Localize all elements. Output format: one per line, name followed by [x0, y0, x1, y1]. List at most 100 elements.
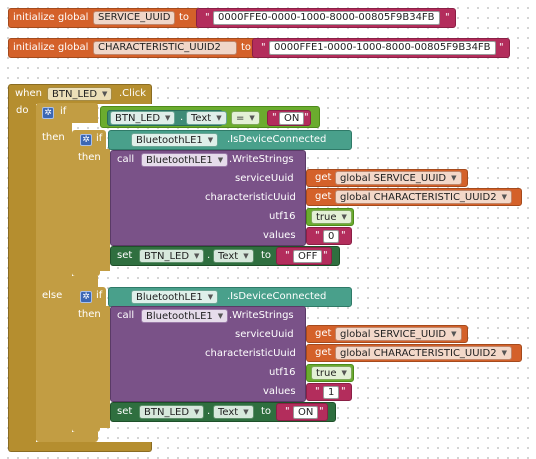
property-label: .IsDeviceConnected — [227, 291, 327, 302]
set-label: set — [117, 250, 133, 261]
method-label: .WriteStrings — [229, 154, 294, 165]
get-label: get — [315, 328, 332, 339]
get-service-uuid-1[interactable]: get global SERVICE_UUID ▼ — [306, 169, 468, 187]
set-component-dropdown[interactable]: BTN_LED ▼ — [139, 249, 205, 263]
arg-utf16-label: utf16 — [269, 211, 296, 222]
operator-dropdown[interactable]: = ▼ — [231, 111, 260, 125]
quote-close: " — [499, 42, 504, 53]
quote-open: " — [315, 230, 320, 241]
get-variable-dropdown[interactable]: global SERVICE_UUID ▼ — [335, 171, 462, 185]
get-label: get — [315, 191, 332, 202]
dot-label: . — [207, 406, 211, 417]
bluetooth-component-dropdown[interactable]: BluetoothLE1 ▼ — [131, 290, 219, 304]
on-value[interactable]: ON — [279, 112, 305, 125]
quote-close: " — [319, 406, 324, 417]
global-characteristic-uuid2-block[interactable]: initialize global CHARACTERISTIC_UUID2 t… — [8, 38, 262, 58]
characteristic-uuid-text-block[interactable]: " 0000FFE1-0000-1000-8000-00805F9B34FB " — [252, 38, 510, 58]
else-label: else — [42, 290, 63, 301]
btn-led-text-getter[interactable]: BTN_LED ▼ . Text ▼ — [107, 110, 227, 126]
set-property-dropdown[interactable]: Text ▼ — [213, 249, 254, 263]
on-text-block[interactable]: " ON " — [267, 110, 311, 126]
if-label: if — [96, 133, 103, 144]
write-strings-call-2[interactable]: call BluetoothLE1 ▼ .WriteStrings service… — [110, 306, 306, 402]
initialize-global-label: initialize global — [13, 42, 89, 53]
call-component-dropdown[interactable]: BluetoothLE1 ▼ — [141, 153, 229, 167]
to-label: to — [261, 250, 272, 261]
when-label: when — [15, 88, 43, 99]
then-label: then — [78, 152, 101, 163]
event-name-label: .Click — [119, 88, 147, 99]
mutator-gear-icon[interactable]: ✲ — [80, 291, 92, 303]
then-label: then — [78, 309, 101, 320]
is-device-connected-block-1[interactable]: BluetoothLE1 ▼ .IsDeviceConnected — [108, 130, 352, 150]
to-label: to — [241, 42, 252, 53]
quote-close: " — [323, 250, 328, 261]
event-left-rail — [8, 103, 36, 445]
get-variable-dropdown[interactable]: global CHARACTERISTIC_UUID2 ▼ — [335, 346, 512, 360]
event-component-dropdown[interactable]: BTN_LED ▼ — [47, 87, 113, 101]
values-field[interactable]: 1 — [323, 386, 340, 399]
get-variable-dropdown[interactable]: global CHARACTERISTIC_UUID2 ▼ — [335, 190, 512, 204]
off-value[interactable]: OFF — [293, 250, 323, 263]
getter-component-dropdown[interactable]: BTN_LED ▼ — [110, 111, 176, 125]
values-text-block-2[interactable]: " 1 " — [306, 383, 352, 401]
is-device-connected-block-2[interactable]: BluetoothLE1 ▼ .IsDeviceConnected — [108, 287, 352, 307]
if-label: if — [96, 290, 103, 301]
values-field[interactable]: 0 — [323, 230, 340, 243]
inner-if-cap-2 — [72, 422, 100, 432]
service-uuid-value[interactable]: 0000FFE0-0000-1000-8000-00805F9B34FB — [213, 11, 440, 25]
write-strings-call-1[interactable]: call BluetoothLE1 ▼ .WriteStrings service… — [110, 150, 306, 246]
inner-if-rail-1 — [72, 149, 110, 271]
get-variable-dropdown[interactable]: global SERVICE_UUID ▼ — [335, 327, 462, 341]
to-label: to — [261, 406, 272, 417]
dot-label: . — [207, 250, 211, 261]
if-label: if — [60, 106, 67, 117]
utf16-true-block-1[interactable]: true ▼ — [306, 208, 354, 226]
quote-open: " — [272, 112, 277, 123]
on-value[interactable]: ON — [293, 406, 319, 419]
set-component-dropdown[interactable]: BTN_LED ▼ — [139, 405, 205, 419]
quote-close: " — [445, 12, 450, 23]
global-name-field[interactable]: SERVICE_UUID — [93, 11, 175, 25]
inner-if-cap-1 — [72, 266, 100, 276]
boolean-dropdown[interactable]: true ▼ — [311, 366, 352, 380]
quote-open: " — [285, 250, 290, 261]
mutator-gear-icon[interactable]: ✲ — [42, 107, 54, 119]
arg-characteristic-uuid-label: characteristicUuid — [205, 348, 296, 359]
event-bottom-cap — [8, 442, 152, 452]
mutator-gear-icon[interactable]: ✲ — [80, 134, 92, 146]
call-component-dropdown[interactable]: BluetoothLE1 ▼ — [141, 309, 229, 323]
then-label: then — [42, 132, 65, 143]
when-btn-led-click-block[interactable]: when BTN_LED ▼ .Click — [8, 84, 152, 104]
quote-close: " — [341, 386, 346, 397]
arg-utf16-label: utf16 — [269, 367, 296, 378]
initialize-global-label: initialize global — [13, 12, 89, 23]
on-text-block-set[interactable]: " ON " — [276, 403, 328, 421]
call-label: call — [117, 154, 135, 165]
do-label: do — [16, 105, 29, 116]
arg-characteristic-uuid-label: characteristicUuid — [205, 192, 296, 203]
bluetooth-component-dropdown[interactable]: BluetoothLE1 ▼ — [131, 133, 219, 147]
quote-open: " — [261, 42, 266, 53]
compare-block[interactable]: BTN_LED ▼ . Text ▼ = ▼ " ON " — [100, 106, 320, 128]
global-name-field[interactable]: CHARACTERISTIC_UUID2 — [93, 41, 237, 55]
characteristic-uuid-value[interactable]: 0000FFE1-0000-1000-8000-00805F9B34FB — [269, 41, 496, 55]
get-characteristic-uuid-1[interactable]: get global CHARACTERISTIC_UUID2 ▼ — [306, 188, 522, 206]
quote-open: " — [285, 406, 290, 417]
set-property-dropdown[interactable]: Text ▼ — [213, 405, 254, 419]
getter-property-dropdown[interactable]: Text ▼ — [186, 111, 227, 125]
off-text-block[interactable]: " OFF " — [276, 247, 332, 265]
get-service-uuid-2[interactable]: get global SERVICE_UUID ▼ — [306, 325, 468, 343]
service-uuid-text-block[interactable]: " 0000FFE0-0000-1000-8000-00805F9B34FB " — [196, 8, 456, 28]
quote-close: " — [304, 112, 309, 123]
property-label: .IsDeviceConnected — [227, 134, 327, 145]
get-characteristic-uuid-2[interactable]: get global CHARACTERISTIC_UUID2 ▼ — [306, 344, 522, 362]
if-else-bottom-cap — [36, 432, 98, 442]
arg-values-label: values — [263, 230, 296, 241]
utf16-true-block-2[interactable]: true ▼ — [306, 364, 354, 382]
get-label: get — [315, 172, 332, 183]
values-text-block-1[interactable]: " 0 " — [306, 227, 352, 245]
boolean-dropdown[interactable]: true ▼ — [311, 210, 352, 224]
global-service-uuid-block[interactable]: initialize global SERVICE_UUID to — [8, 8, 200, 28]
